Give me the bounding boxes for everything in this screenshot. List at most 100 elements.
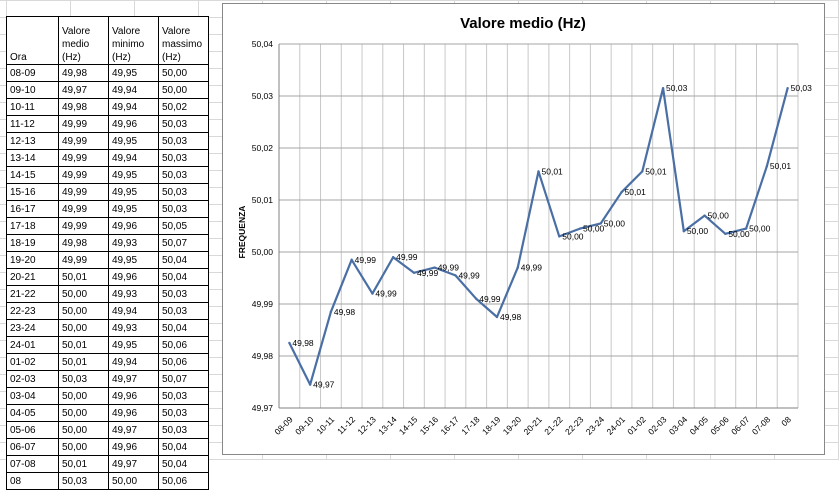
cell-massimo[interactable]: 50,03: [158, 166, 209, 184]
cell-ora[interactable]: 07-08: [6, 455, 59, 473]
cell-medio[interactable]: 49,99: [58, 251, 109, 269]
data-point[interactable]: [391, 256, 395, 259]
cell-massimo[interactable]: 50,03: [158, 132, 209, 150]
cell-medio[interactable]: 50,01: [58, 268, 109, 286]
data-point[interactable]: [454, 274, 457, 277]
cell-ora[interactable]: 21-22: [6, 285, 59, 303]
cell-minimo[interactable]: 49,94: [108, 81, 159, 99]
cell-medio[interactable]: 50,00: [58, 319, 109, 337]
cell-medio[interactable]: 49,99: [58, 149, 109, 167]
cell-massimo[interactable]: 50,07: [158, 234, 209, 252]
data-point[interactable]: [516, 266, 519, 269]
cell-ora[interactable]: 16-17: [6, 200, 59, 218]
cell-medio[interactable]: 49,98: [58, 64, 109, 82]
cell-medio[interactable]: 50,01: [58, 336, 109, 354]
cell-minimo[interactable]: 49,96: [108, 115, 159, 133]
cell-ora[interactable]: 23-24: [6, 319, 59, 337]
data-point[interactable]: [744, 227, 748, 230]
data-point[interactable]: [599, 222, 602, 225]
cell-medio[interactable]: 50,00: [58, 404, 109, 422]
cell-minimo[interactable]: 49,93: [108, 234, 159, 252]
data-point[interactable]: [765, 165, 769, 168]
data-point[interactable]: [661, 87, 665, 90]
cell-massimo[interactable]: 50,04: [158, 268, 209, 286]
cell-ora[interactable]: 17-18: [6, 217, 59, 235]
cell-massimo[interactable]: 50,03: [158, 115, 209, 133]
data-point[interactable]: [620, 191, 623, 194]
cell-massimo[interactable]: 50,03: [158, 404, 209, 422]
cell-massimo[interactable]: 50,04: [158, 319, 209, 337]
cell-massimo[interactable]: 50,04: [158, 438, 209, 456]
cell-minimo[interactable]: 50,00: [108, 472, 159, 490]
cell-massimo[interactable]: 50,00: [158, 64, 209, 82]
cell-minimo[interactable]: 49,97: [108, 421, 159, 439]
cell-medio[interactable]: 49,99: [58, 200, 109, 218]
cell-ora[interactable]: 12-13: [6, 132, 59, 150]
cell-massimo[interactable]: 50,03: [158, 200, 209, 218]
cell-medio[interactable]: 49,99: [58, 217, 109, 235]
cell-minimo[interactable]: 49,96: [108, 217, 159, 235]
cell-ora[interactable]: 02-03: [6, 370, 59, 388]
cell-minimo[interactable]: 49,95: [108, 132, 159, 150]
cell-massimo[interactable]: 50,03: [158, 285, 209, 303]
cell-massimo[interactable]: 50,03: [158, 302, 209, 320]
cell-medio[interactable]: 50,01: [58, 353, 109, 371]
cell-massimo[interactable]: 50,06: [158, 472, 209, 490]
cell-massimo[interactable]: 50,06: [158, 353, 209, 371]
cell-minimo[interactable]: 49,95: [108, 200, 159, 218]
data-point[interactable]: [412, 271, 416, 274]
cell-ora[interactable]: 20-21: [6, 268, 59, 286]
cell-ora[interactable]: 01-02: [6, 353, 59, 371]
chart[interactable]: Valore medio (Hz) FREQUENZA 49,97 49,98 49…: [222, 3, 825, 455]
cell-medio[interactable]: 49,99: [58, 115, 109, 133]
data-point[interactable]: [703, 214, 706, 217]
data-point[interactable]: [475, 297, 478, 300]
data-point[interactable]: [682, 230, 686, 233]
cell-ora[interactable]: 09-10: [6, 81, 59, 99]
cell-minimo[interactable]: 49,95: [108, 251, 159, 269]
header-ora[interactable]: Ora: [6, 16, 59, 65]
cell-minimo[interactable]: 49,95: [108, 166, 159, 184]
cell-medio[interactable]: 50,00: [58, 421, 109, 439]
data-point[interactable]: [724, 232, 727, 235]
cell-massimo[interactable]: 50,03: [158, 421, 209, 439]
cell-minimo[interactable]: 49,95: [108, 64, 159, 82]
data-point[interactable]: [786, 87, 789, 90]
cell-minimo[interactable]: 49,96: [108, 268, 159, 286]
cell-massimo[interactable]: 50,05: [158, 217, 209, 235]
cell-minimo[interactable]: 49,95: [108, 183, 159, 201]
cell-ora[interactable]: 08-09: [6, 64, 59, 82]
data-point[interactable]: [433, 266, 436, 269]
cell-minimo[interactable]: 49,94: [108, 149, 159, 167]
cell-medio[interactable]: 50,01: [58, 455, 109, 473]
cell-minimo[interactable]: 49,93: [108, 319, 159, 337]
cell-medio[interactable]: 49,97: [58, 81, 109, 99]
cell-minimo[interactable]: 49,96: [108, 404, 159, 422]
header-massimo[interactable]: Valore massimo (Hz): [158, 16, 209, 65]
cell-massimo[interactable]: 50,03: [158, 387, 209, 405]
cell-massimo[interactable]: 50,07: [158, 370, 209, 388]
data-point[interactable]: [537, 170, 540, 173]
data-point[interactable]: [308, 383, 312, 386]
cell-minimo[interactable]: 49,93: [108, 285, 159, 303]
cell-medio[interactable]: 50,00: [58, 285, 109, 303]
cell-ora[interactable]: 14-15: [6, 166, 59, 184]
cell-medio[interactable]: 50,03: [58, 472, 109, 490]
cell-medio[interactable]: 50,00: [58, 302, 109, 320]
cell-ora[interactable]: 10-11: [6, 98, 59, 116]
data-point[interactable]: [329, 310, 333, 313]
cell-ora[interactable]: 05-06: [6, 421, 59, 439]
cell-medio[interactable]: 49,99: [58, 183, 109, 201]
data-point[interactable]: [558, 235, 561, 238]
cell-ora[interactable]: 11-12: [6, 115, 59, 133]
cell-medio[interactable]: 49,99: [58, 132, 109, 150]
data-point[interactable]: [350, 258, 353, 261]
cell-massimo[interactable]: 50,02: [158, 98, 209, 116]
cell-ora[interactable]: 22-23: [6, 302, 59, 320]
cell-massimo[interactable]: 50,00: [158, 81, 209, 99]
cell-minimo[interactable]: 49,97: [108, 370, 159, 388]
cell-ora[interactable]: 15-16: [6, 183, 59, 201]
cell-massimo[interactable]: 50,04: [158, 251, 209, 269]
header-minimo[interactable]: Valore minimo (Hz): [108, 16, 159, 65]
data-point[interactable]: [641, 170, 644, 173]
